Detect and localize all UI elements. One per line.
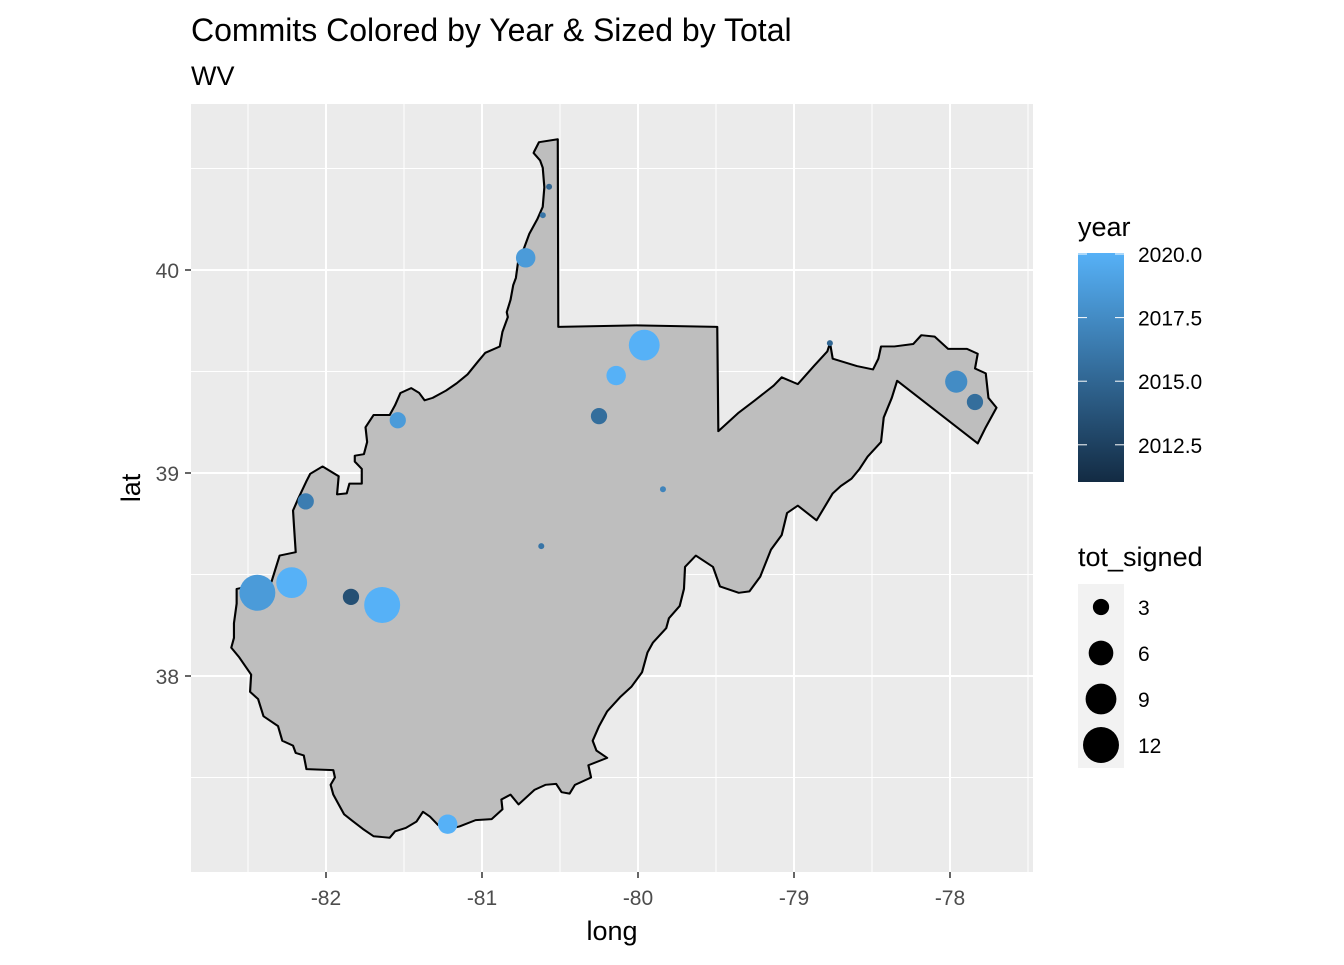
data-point bbox=[628, 329, 660, 361]
color-legend-title: year bbox=[1078, 212, 1131, 242]
size-legend-label: 3 bbox=[1138, 597, 1150, 620]
data-point bbox=[538, 543, 545, 550]
color-legend-label: 2017.5 bbox=[1138, 308, 1202, 331]
data-point bbox=[966, 393, 984, 411]
size-legend-key bbox=[1092, 598, 1110, 616]
color-legend-label: 2015.0 bbox=[1138, 371, 1202, 394]
data-point bbox=[945, 370, 968, 393]
data-points bbox=[239, 183, 984, 834]
size-legend-label: 9 bbox=[1138, 689, 1150, 712]
data-point bbox=[659, 486, 666, 493]
y-tick-label: 39 bbox=[156, 463, 179, 486]
y-axis-label: lat bbox=[116, 473, 146, 502]
size-legend-label: 6 bbox=[1138, 643, 1150, 666]
data-point bbox=[389, 412, 406, 429]
size-legend-title: tot_signed bbox=[1078, 542, 1203, 572]
y-tick-label: 38 bbox=[156, 666, 179, 689]
color-legend: 2020.0 2017.5 2015.0 2012.5 bbox=[1078, 244, 1202, 458]
x-tick-label: -80 bbox=[623, 887, 653, 910]
axes: -82 -81 -80 -79 -78 38 39 40 bbox=[156, 260, 966, 910]
x-axis-label: long bbox=[586, 916, 637, 946]
data-point bbox=[276, 567, 308, 599]
data-point bbox=[606, 365, 626, 386]
data-point bbox=[297, 493, 314, 510]
data-point bbox=[239, 574, 276, 611]
y-tick-label: 40 bbox=[156, 260, 179, 283]
data-point bbox=[364, 586, 401, 623]
size-legend-key bbox=[1085, 683, 1117, 715]
size-legend-key bbox=[1083, 727, 1119, 763]
data-point bbox=[342, 588, 360, 605]
color-bar bbox=[1078, 253, 1124, 482]
chart-title: Commits Colored by Year & Sized by Total bbox=[191, 12, 792, 48]
data-point bbox=[437, 814, 458, 834]
color-legend-label: 2012.5 bbox=[1138, 435, 1202, 458]
size-legend: 3 6 9 12 bbox=[1083, 597, 1161, 763]
data-point bbox=[590, 408, 608, 425]
data-point bbox=[539, 212, 546, 219]
size-legend-key bbox=[1088, 640, 1114, 666]
x-tick-label: -78 bbox=[935, 887, 965, 910]
data-point bbox=[515, 248, 536, 268]
data-point bbox=[826, 340, 833, 347]
color-legend-label: 2020.0 bbox=[1138, 244, 1202, 267]
size-legend-label: 12 bbox=[1138, 735, 1161, 758]
data-point bbox=[546, 183, 553, 190]
x-tick-label: -79 bbox=[779, 887, 809, 910]
x-tick-label: -81 bbox=[467, 887, 497, 910]
x-tick-label: -82 bbox=[311, 887, 341, 910]
chart-subtitle: WV bbox=[191, 61, 235, 91]
